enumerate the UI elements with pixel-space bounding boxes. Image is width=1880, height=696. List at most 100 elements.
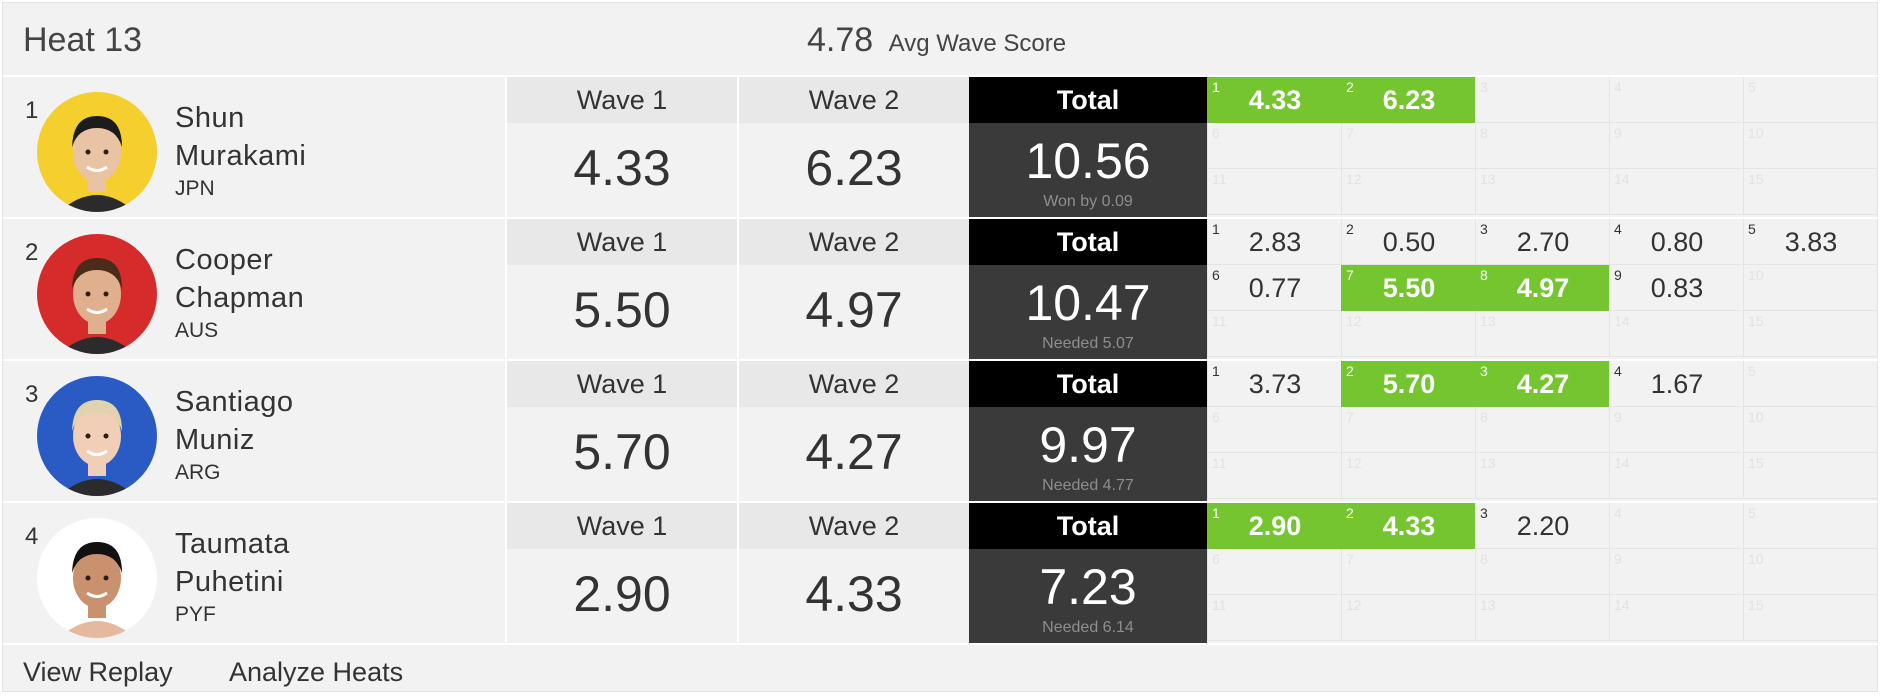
total-status: Won by 0.09 (1043, 193, 1133, 210)
wave-cell: 8 (1475, 407, 1609, 453)
total-score-box: 10.47 Needed 5.07 (969, 265, 1207, 359)
wave-number: 14 (1614, 171, 1630, 187)
wave-cell-score: 4.27 (1516, 369, 1570, 399)
wave2-header: Wave 2 (739, 77, 969, 123)
wave-cell: 15 (1743, 595, 1877, 641)
wave-cell[interactable]: 2 4.33 (1341, 503, 1475, 549)
wave-number: 8 (1480, 551, 1488, 567)
wave-cell: 6 (1207, 407, 1341, 453)
competitor-rank: 3 (25, 381, 39, 408)
wave-number: 14 (1614, 455, 1630, 471)
wave-number: 14 (1614, 313, 1630, 329)
wave-cell: 13 (1475, 169, 1609, 215)
wave-cell: 3 (1475, 77, 1609, 123)
athlete-country: PYF (175, 603, 216, 626)
wave-cell[interactable]: 9 0.83 (1609, 265, 1743, 311)
wave-cell[interactable]: 4 0.80 (1609, 219, 1743, 265)
wave-cell[interactable]: 2 6.23 (1341, 77, 1475, 123)
wave-number: 6 (1212, 409, 1220, 425)
athlete-last-name: Muniz (175, 424, 255, 456)
wave-number: 11 (1212, 171, 1227, 187)
wave-cell: 15 (1743, 311, 1877, 357)
competitor-rank: 4 (25, 523, 39, 550)
wave-cell[interactable]: 1 3.73 (1207, 361, 1341, 407)
wave-number: 11 (1212, 455, 1227, 471)
column-divider (737, 77, 739, 217)
wave-number: 3 (1480, 221, 1488, 237)
column-divider (505, 361, 507, 501)
wave-number: 12 (1346, 171, 1362, 187)
athlete-name[interactable]: Taumata Puhetini (175, 525, 290, 601)
competitor-row: 2 Cooper Chapman AUS Wave 1 5.50 Wave 2 4.97 Tot… (3, 217, 1879, 359)
athlete-avatar (37, 92, 157, 212)
column-divider (737, 219, 739, 359)
wave-cell-score: 2.83 (1248, 227, 1302, 257)
wave-number: 10 (1748, 267, 1764, 283)
wave-cell[interactable]: 1 2.83 (1207, 219, 1341, 265)
athlete-name[interactable]: Shun Murakami (175, 99, 306, 175)
wave-number: 14 (1614, 597, 1630, 613)
wave-number: 6 (1212, 125, 1220, 141)
wave-number: 11 (1212, 313, 1227, 329)
total-status: Needed 4.77 (1042, 477, 1134, 494)
athlete-first-name: Santiago (175, 386, 294, 418)
wave-cell[interactable]: 8 4.97 (1475, 265, 1609, 311)
wave-number: 2 (1346, 363, 1354, 379)
wave-number: 1 (1212, 79, 1220, 95)
wave-cell-score: 0.80 (1650, 227, 1704, 257)
wave-number: 6 (1212, 551, 1220, 567)
wave-cell: 12 (1341, 595, 1475, 641)
wave-cell-score: 5.50 (1382, 273, 1436, 303)
wave-number: 2 (1346, 79, 1354, 95)
wave-cell: 7 (1341, 123, 1475, 169)
total-score: 7.23 (1039, 559, 1137, 615)
wave-number: 3 (1480, 363, 1488, 379)
athlete-last-name: Puhetini (175, 566, 284, 598)
avg-wave-score: 4.78 Avg Wave Score (807, 21, 1066, 60)
avg-wave-score-label: Avg Wave Score (888, 30, 1067, 57)
wave-cell: 11 (1207, 595, 1341, 641)
wave-cell: 13 (1475, 453, 1609, 499)
wave-cell[interactable]: 6 0.77 (1207, 265, 1341, 311)
wave-cell: 6 (1207, 549, 1341, 595)
wave-cell[interactable]: 3 2.20 (1475, 503, 1609, 549)
wave-number: 13 (1480, 455, 1496, 471)
athlete-first-name: Taumata (175, 528, 290, 560)
wave-cell[interactable]: 2 5.70 (1341, 361, 1475, 407)
wave-cell[interactable]: 1 4.33 (1207, 77, 1341, 123)
heat-header: Heat 13 4.78 Avg Wave Score (3, 3, 1879, 75)
wave-number: 12 (1346, 455, 1362, 471)
total-score-box: 9.97 Needed 4.77 (969, 407, 1207, 501)
wave2-score: 4.27 (739, 407, 969, 501)
wave-cell[interactable]: 3 2.70 (1475, 219, 1609, 265)
competitor-rank: 1 (25, 97, 39, 124)
wave-cell: 14 (1609, 453, 1743, 499)
wave-number: 10 (1748, 551, 1764, 567)
wave-cell: 9 (1609, 549, 1743, 595)
wave-cell[interactable]: 4 1.67 (1609, 361, 1743, 407)
wave-cell: 7 (1341, 549, 1475, 595)
athlete-name[interactable]: Cooper Chapman (175, 241, 304, 317)
wave-number: 13 (1480, 171, 1496, 187)
wave-cell[interactable]: 1 2.90 (1207, 503, 1341, 549)
wave-cell[interactable]: 5 3.83 (1743, 219, 1877, 265)
athlete-last-name: Murakami (175, 140, 307, 172)
total-score: 9.97 (1039, 417, 1137, 473)
wave-cell[interactable]: 3 4.27 (1475, 361, 1609, 407)
wave-number: 8 (1480, 409, 1488, 425)
wave-cell-score: 0.50 (1382, 227, 1436, 257)
athlete-name[interactable]: Santiago Muniz (175, 383, 294, 459)
wave-cell-score: 4.97 (1516, 273, 1570, 303)
wave-number: 3 (1480, 505, 1488, 521)
total-score: 10.56 (1025, 133, 1151, 189)
total-score: 10.47 (1025, 275, 1151, 331)
wave-cell-score: 3.83 (1784, 227, 1838, 257)
wave-cell[interactable]: 7 5.50 (1341, 265, 1475, 311)
analyze-heats-link[interactable]: Analyze Heats (229, 657, 404, 687)
athlete-avatar (37, 234, 157, 354)
view-replay-link[interactable]: View Replay (23, 657, 173, 687)
wave-cell[interactable]: 2 0.50 (1341, 219, 1475, 265)
wave1-score: 5.70 (507, 407, 737, 501)
wave-cell: 7 (1341, 407, 1475, 453)
